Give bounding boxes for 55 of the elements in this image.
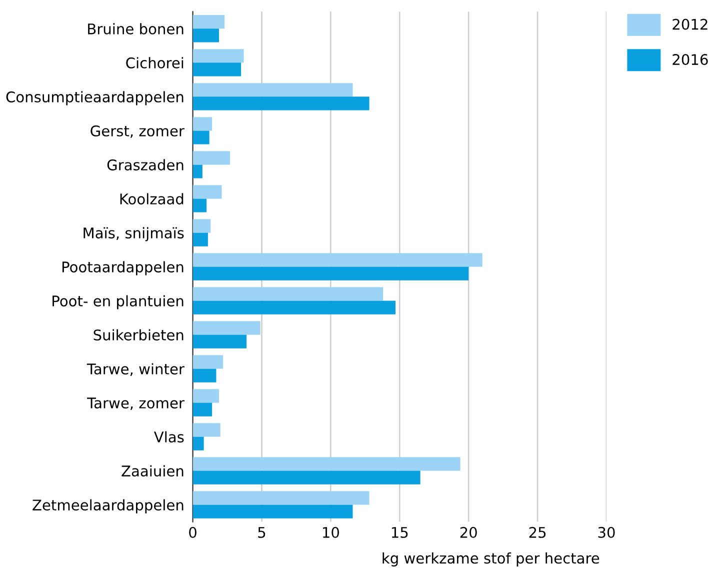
y-tick-label: Poot- en plantuien xyxy=(52,295,184,310)
x-tick-label: 0 xyxy=(189,526,196,538)
bar xyxy=(192,504,353,518)
bar xyxy=(192,15,224,29)
y-tick-label: Koolzaad xyxy=(120,193,184,204)
x-tick-label: 25 xyxy=(529,526,546,538)
bar xyxy=(192,266,469,280)
bar xyxy=(192,355,224,369)
bar xyxy=(192,457,460,471)
y-tick-label: Zetmeelaardappelen xyxy=(32,499,184,514)
bar xyxy=(192,198,207,212)
bar xyxy=(192,334,247,348)
y-tick-label: Tarwe, zomer xyxy=(87,398,184,410)
y-tick-label: Maïs, snijmaïs xyxy=(84,227,184,242)
y-tick-label: Zaaiuien xyxy=(122,465,184,477)
x-tick-label: 10 xyxy=(323,526,339,538)
bar xyxy=(192,402,212,416)
bar xyxy=(192,470,420,484)
y-tick-label: Suikerbieten xyxy=(94,329,184,340)
bar xyxy=(192,300,396,314)
bar xyxy=(192,117,212,131)
y-tick-label: Consumptieaardappelen xyxy=(6,91,184,106)
bar xyxy=(192,389,219,403)
bar xyxy=(192,130,210,144)
x-tick-label: 20 xyxy=(460,526,477,538)
x-axis-title: kg werkzame stof per hectare xyxy=(382,552,600,567)
bar xyxy=(192,423,220,437)
bar xyxy=(192,151,230,165)
y-tick-label: Gerst, zomer xyxy=(90,125,184,138)
legend-label: 2016 xyxy=(672,54,708,66)
bar xyxy=(192,62,242,76)
legend-label: 2012 xyxy=(672,18,708,30)
x-tick-label: 5 xyxy=(258,527,266,538)
bar xyxy=(192,287,384,301)
y-tick-label: Tarwe, winter xyxy=(86,363,184,376)
y-tick-label: Vlas xyxy=(154,431,184,443)
bar xyxy=(192,368,216,382)
bar xyxy=(192,321,260,335)
x-tick-label: 15 xyxy=(392,527,408,538)
bar xyxy=(192,28,219,42)
bar xyxy=(192,96,370,110)
y-tick-label: Bruine bonen xyxy=(88,23,184,34)
y-tick-label: Graszaden xyxy=(107,159,184,170)
bar xyxy=(192,436,204,450)
y-tick-label: Pootaardappelen xyxy=(62,261,184,276)
bar xyxy=(192,49,244,63)
bar xyxy=(192,83,353,97)
y-tick-label: Cichorei xyxy=(126,57,184,68)
bar xyxy=(192,491,370,505)
bar xyxy=(192,185,222,199)
bar xyxy=(192,253,482,267)
x-tick-label: 30 xyxy=(598,526,615,538)
bar xyxy=(192,164,202,178)
bar xyxy=(192,232,208,246)
bar xyxy=(192,219,211,233)
